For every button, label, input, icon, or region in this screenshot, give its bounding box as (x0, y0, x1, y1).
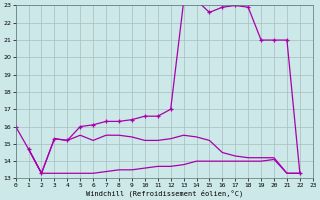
X-axis label: Windchill (Refroidissement éolien,°C): Windchill (Refroidissement éolien,°C) (85, 189, 243, 197)
